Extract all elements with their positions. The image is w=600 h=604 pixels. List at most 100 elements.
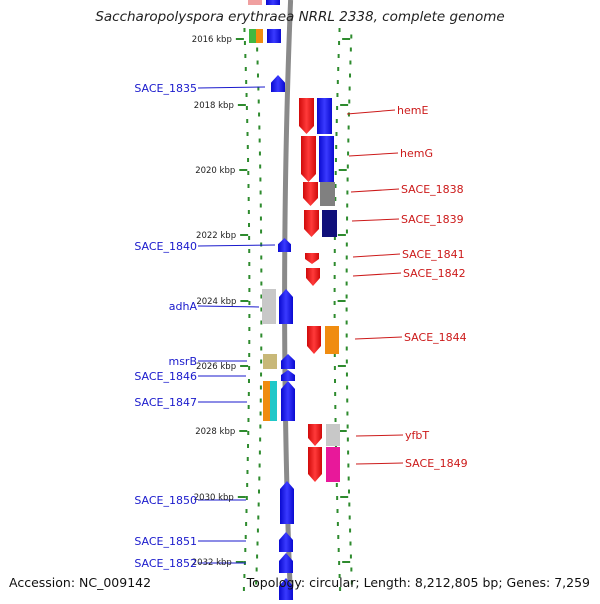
inner-ring-left-2-dot bbox=[258, 450, 261, 455]
outer-ring-right-dot bbox=[336, 509, 339, 513]
outer-ring-right-dot bbox=[333, 314, 336, 318]
inner-ring-left-dot bbox=[244, 548, 247, 552]
feature-adhA-rna bbox=[262, 289, 276, 324]
inner-ring-left-2-dot bbox=[260, 346, 263, 351]
gene-label-right: hemE bbox=[397, 104, 428, 117]
ruler-tick-outer bbox=[342, 561, 351, 563]
feature-1847-cyan bbox=[270, 381, 277, 421]
gene-label-right: yfbT bbox=[405, 429, 429, 442]
outer-ring-right-2-dot bbox=[349, 541, 352, 546]
outer-ring-right-2-dot bbox=[346, 190, 349, 195]
ruler-label: 2024 kbp bbox=[196, 297, 236, 307]
ruler-tick bbox=[239, 430, 248, 432]
feature-1849-pink bbox=[326, 447, 340, 482]
ruler-tick-outer bbox=[342, 38, 351, 40]
map-title: Saccharopolyspora erythraea NRRL 2338, c… bbox=[95, 9, 505, 25]
inner-ring-left-dot bbox=[247, 418, 250, 422]
ruler-label: 2018 kbp bbox=[194, 101, 234, 111]
inner-ring-left-dot bbox=[244, 535, 247, 539]
inner-ring-left-2-dot bbox=[256, 60, 259, 65]
inner-ring-left-dot bbox=[244, 54, 247, 58]
leader-line-right bbox=[350, 188, 400, 193]
outer-ring-right-2-dot bbox=[347, 463, 350, 468]
inner-ring-left-2-dot bbox=[258, 463, 261, 468]
inner-ring-left-2-dot bbox=[256, 528, 259, 533]
inner-ring-left-2-dot bbox=[260, 229, 263, 234]
inner-ring-left-dot bbox=[246, 145, 249, 149]
ruler-tick-outer bbox=[340, 496, 349, 498]
inner-ring-left-dot bbox=[247, 197, 250, 201]
leader-line-right bbox=[352, 272, 402, 277]
gene-label-left: SACE_1847 bbox=[134, 396, 197, 409]
inner-ring-left-dot bbox=[248, 314, 251, 318]
inner-ring-left-2-dot bbox=[257, 86, 260, 91]
leader-line-right bbox=[354, 336, 403, 340]
ruler-tick-outer bbox=[337, 234, 346, 236]
outer-ring-right-2-dot bbox=[345, 281, 348, 286]
inner-ring-left-dot bbox=[245, 509, 248, 513]
outer-ring-right-dot bbox=[336, 522, 339, 526]
inner-ring-left-2-dot bbox=[255, 567, 258, 572]
outer-ring-right-dot bbox=[333, 301, 336, 305]
inner-ring-left-dot bbox=[246, 457, 249, 461]
outer-ring-right-2-dot bbox=[347, 112, 350, 117]
inner-ring-left-dot bbox=[247, 405, 250, 409]
outer-ring-right-2-dot bbox=[350, 580, 353, 585]
outer-ring-right-2-dot bbox=[348, 86, 351, 91]
inner-ring-left-2-dot bbox=[257, 515, 260, 520]
outer-ring-right-dot bbox=[336, 496, 339, 500]
gene-label-left: SACE_1852 bbox=[134, 557, 197, 570]
outer-ring-right-2-dot bbox=[345, 255, 348, 260]
inner-ring-left-dot bbox=[245, 106, 248, 110]
outer-ring-right-dot bbox=[335, 483, 338, 487]
inner-ring-left-2-dot bbox=[258, 476, 261, 481]
outer-ring-right-2-dot bbox=[346, 424, 349, 429]
inner-ring-left-2-dot bbox=[256, 47, 259, 52]
outer-ring-right-dot bbox=[333, 275, 336, 279]
gene-SACE_1839 bbox=[304, 210, 319, 237]
inner-ring-left-dot bbox=[243, 574, 246, 578]
inner-ring-left-dot bbox=[248, 366, 251, 370]
feature-layer bbox=[248, 0, 340, 600]
inner-ring-left-2-dot bbox=[260, 294, 263, 299]
outer-ring-right-2-dot bbox=[345, 359, 348, 364]
inner-ring-left-dot bbox=[245, 80, 248, 84]
inner-ring-left-2-dot bbox=[259, 411, 262, 416]
outer-ring-right-dot bbox=[334, 184, 337, 188]
gene-partial-bottom bbox=[279, 578, 293, 600]
outer-ring-right-2-dot bbox=[345, 320, 348, 325]
gene-SACE_1841 bbox=[305, 253, 319, 264]
outer-ring-right-2-dot bbox=[347, 489, 350, 494]
inner-ring-left-2-dot bbox=[258, 112, 261, 117]
outer-ring-right-2-dot bbox=[348, 502, 351, 507]
outer-ring-right-2-dot bbox=[346, 216, 349, 221]
leader-line-right bbox=[346, 109, 396, 115]
inner-ring-left-dot bbox=[248, 340, 251, 344]
outer-ring-right-dot bbox=[334, 197, 337, 201]
inner-ring-left-2-dot bbox=[260, 242, 263, 247]
gene-label-left: adhA bbox=[169, 300, 198, 313]
inner-ring-left-dot bbox=[247, 379, 250, 383]
outer-ring-right-2-dot bbox=[349, 528, 352, 533]
gene-SACE_1835 bbox=[271, 75, 285, 92]
ruler-label: 2032 kbp bbox=[192, 558, 232, 568]
leader-line-left bbox=[197, 244, 276, 247]
outer-ring-right-dot bbox=[334, 392, 337, 396]
inner-ring-left-dot bbox=[245, 496, 248, 500]
outer-ring-right-2-dot bbox=[347, 450, 350, 455]
gene-label-right: SACE_1841 bbox=[402, 248, 465, 261]
inner-ring-left-2-dot bbox=[260, 307, 263, 312]
inner-ring-left-2-dot bbox=[256, 554, 259, 559]
outer-ring-right-2-dot bbox=[349, 47, 352, 52]
feature-blue-top bbox=[267, 29, 281, 43]
inner-ring-left-dot bbox=[248, 288, 251, 292]
feature-msrB bbox=[263, 354, 277, 369]
inner-ring-left-2-dot bbox=[259, 177, 262, 182]
leader-line-right bbox=[351, 218, 400, 222]
outer-ring-right-dot bbox=[334, 158, 337, 162]
gene-SACE_1838 bbox=[303, 182, 318, 206]
inner-ring-left-2-dot bbox=[260, 255, 263, 260]
inner-ring-left-dot bbox=[248, 327, 251, 331]
outer-ring-right-dot bbox=[338, 28, 341, 32]
